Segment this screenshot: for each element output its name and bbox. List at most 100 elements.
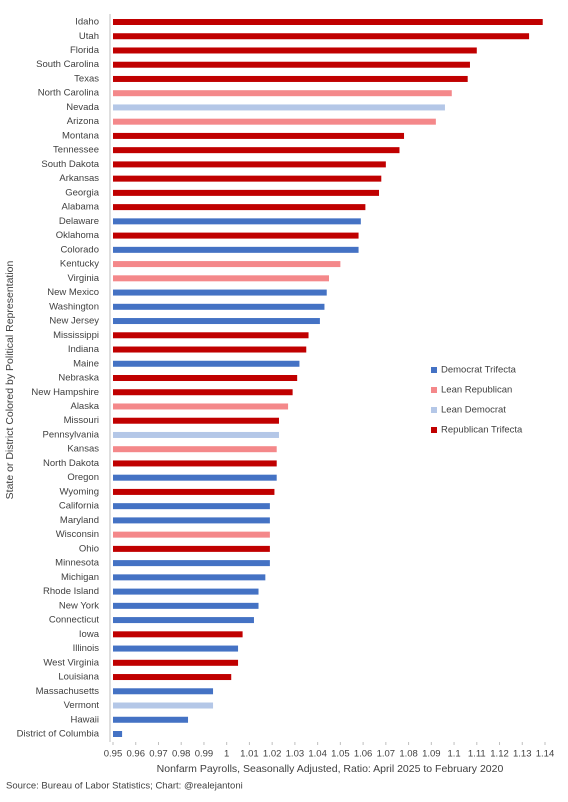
y-tick-label: Louisiana (58, 672, 99, 683)
y-tick-label: Connecticut (49, 615, 100, 626)
bar (113, 261, 341, 268)
y-tick-label: Hawaii (70, 714, 99, 725)
bar (113, 531, 270, 538)
y-tick-label: Massachusetts (36, 686, 100, 697)
x-tick-label: 0.98 (172, 749, 191, 760)
y-tick-label: Illinois (73, 643, 100, 654)
y-tick-label: Oregon (67, 472, 99, 483)
bar (113, 488, 275, 495)
legend-label: Lean Republican (441, 385, 512, 396)
y-tick-label: West Virginia (43, 657, 99, 668)
y-tick-label: Mississippi (53, 330, 99, 341)
bar (113, 289, 327, 296)
x-tick-label: 0.99 (195, 749, 214, 760)
x-tick-label: 1.06 (354, 749, 373, 760)
y-tick-label: Florida (70, 45, 100, 56)
bar (113, 574, 266, 581)
legend-label: Lean Democrat (441, 405, 506, 416)
x-tick-label: 0.96 (126, 749, 145, 760)
x-tick-label: 1 (224, 749, 229, 760)
x-tick-label: 1.1 (447, 749, 460, 760)
legend-marker (431, 427, 437, 433)
x-tick-label: 0.97 (149, 749, 168, 760)
y-tick-label: Georgia (65, 187, 100, 198)
y-tick-label: Kansas (67, 444, 99, 455)
bar (113, 47, 477, 54)
y-tick-label: Montana (62, 130, 100, 141)
y-tick-label: Nevada (66, 102, 99, 113)
y-tick-label: Michigan (61, 572, 99, 583)
bar (113, 375, 298, 381)
y-tick-label: Maine (73, 358, 99, 369)
bar (113, 674, 232, 681)
y-tick-label: Wyoming (59, 486, 99, 497)
y-tick-label: Wisconsin (56, 529, 99, 540)
y-tick-label: Maryland (60, 515, 99, 526)
y-tick-label: Oklahoma (56, 230, 100, 241)
y-tick-label: Texas (74, 73, 99, 84)
legend-marker (431, 387, 437, 393)
y-axis-title: State or District Colored by Political R… (4, 261, 16, 500)
bar (113, 360, 300, 367)
bar (113, 246, 359, 253)
bar (113, 645, 239, 652)
bar (113, 403, 289, 410)
x-tick-label: 1.08 (399, 749, 418, 760)
y-tick-label: New York (59, 600, 99, 611)
y-tick-label: Rhode Island (43, 586, 99, 597)
y-tick-label: Utah (79, 31, 99, 42)
bar (113, 275, 329, 282)
y-tick-label: New Mexico (47, 287, 99, 298)
bar (113, 318, 320, 325)
bar (113, 460, 277, 467)
y-tick-label: Delaware (59, 216, 99, 227)
bar (113, 688, 214, 695)
bar (113, 588, 259, 595)
bar (113, 503, 270, 510)
bar (113, 61, 470, 68)
y-tick-label: Indiana (68, 344, 100, 355)
legend-marker (431, 407, 437, 413)
bar (113, 147, 400, 154)
y-tick-label: Idaho (75, 17, 99, 28)
legend-label: Democrat Trifecta (441, 365, 517, 376)
x-tick-label: 0.95 (104, 749, 123, 760)
bar (113, 90, 452, 97)
x-tick-label: 1.14 (536, 749, 555, 760)
y-tick-label: Iowa (79, 629, 100, 640)
y-tick-label: Virginia (67, 273, 99, 284)
y-tick-label: South Carolina (36, 59, 100, 70)
y-tick-label: New Hampshire (31, 387, 99, 398)
bar (113, 161, 386, 168)
y-tick-label: New Jersey (49, 316, 99, 327)
y-tick-label: Missouri (64, 415, 99, 426)
bar (113, 218, 361, 225)
bar (113, 346, 307, 353)
bar (113, 19, 543, 25)
bar (113, 189, 380, 196)
y-tick-label: Minnesota (55, 558, 100, 569)
x-tick-label: 1.12 (490, 749, 509, 760)
bar (113, 417, 279, 424)
bar (113, 617, 254, 624)
bar (113, 602, 259, 609)
x-tick-label: 1.02 (263, 749, 282, 760)
y-tick-label: Arizona (67, 116, 100, 127)
bar (113, 431, 279, 438)
y-tick-label: Alabama (62, 202, 100, 213)
y-tick-label: Pennsylvania (42, 429, 99, 440)
bar (113, 232, 359, 239)
x-axis-title: Nonfarm Payrolls, Seasonally Adjusted, R… (157, 763, 504, 775)
y-tick-label: Nebraska (58, 373, 99, 384)
bar (113, 303, 325, 310)
bar (113, 517, 270, 524)
x-tick-label: 1.13 (513, 749, 532, 760)
y-tick-label: Washington (49, 301, 99, 312)
y-tick-label: Arkansas (59, 173, 99, 184)
bar (113, 446, 277, 453)
y-tick-label: Alaska (70, 401, 99, 412)
x-tick-label: 1.07 (377, 749, 396, 760)
y-tick-label: North Dakota (43, 458, 100, 469)
x-tick-label: 1.04 (308, 749, 327, 760)
